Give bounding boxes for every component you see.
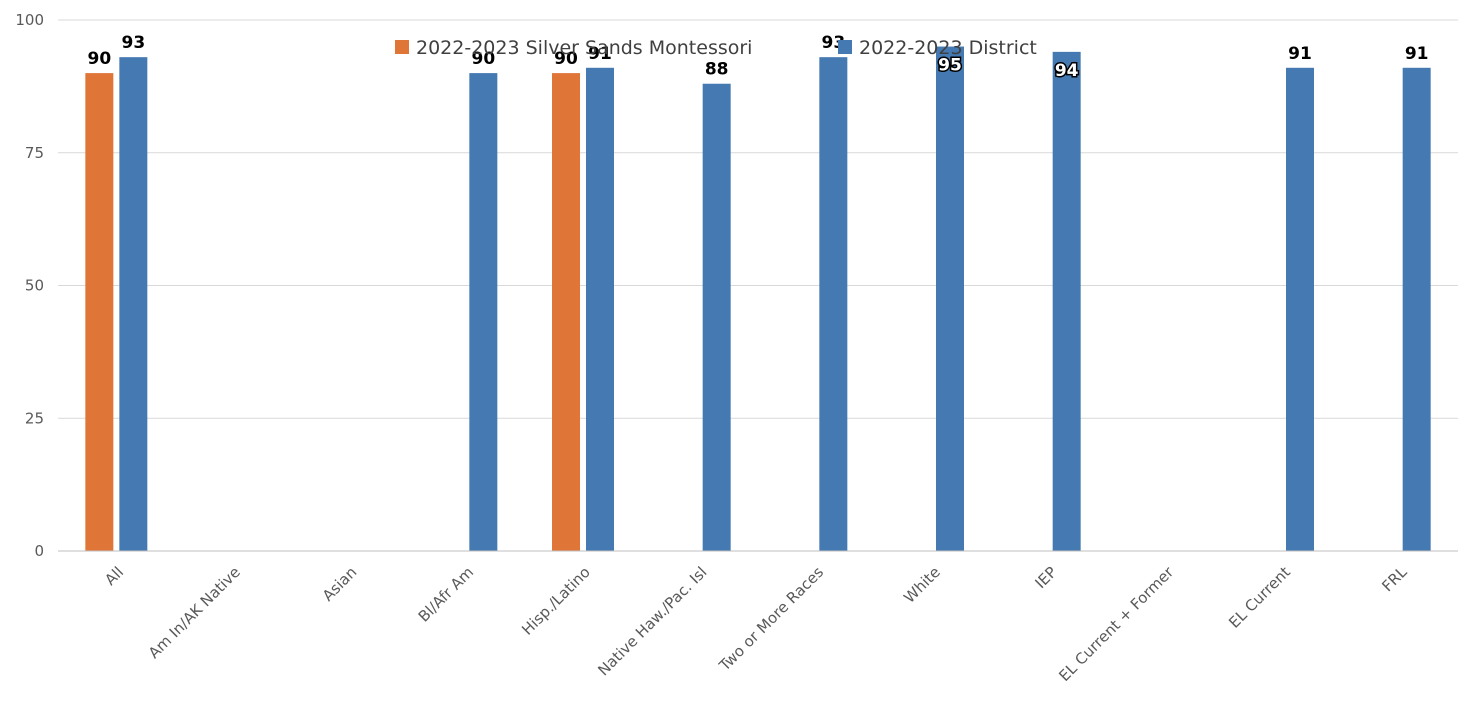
y-tick-label: 100 [15,11,44,29]
legend: 2022-2023 Silver Sands Montessori 2022-20… [395,37,1037,59]
y-tick-label: 50 [25,277,44,295]
data-label: 88 [705,60,729,80]
data-label: 90 [87,49,111,69]
data-label: 91 [1288,44,1312,64]
bar [819,57,848,552]
y-axis-tick-labels: 0 25 50 75 100 [15,11,44,560]
data-label: 95 [938,56,962,76]
y-tick-label: 0 [34,542,44,560]
bar [119,57,148,552]
y-tick-label: 25 [25,409,44,427]
data-label: 90 [471,49,495,69]
x-tick-label: EL Current + Former [1055,563,1177,685]
legend-swatch [838,40,852,54]
legend-swatch [395,40,409,54]
y-tick-label: 75 [25,144,44,162]
bar [552,73,580,551]
x-tick-label: EL Current [1225,563,1294,632]
gridlines [58,19,1458,419]
x-tick-label: Am In/AK Native [145,563,244,662]
bars [85,46,1431,552]
bar [1052,51,1081,552]
x-tick-label: Two or More Races [715,563,827,675]
legend-label: 2022-2023 District [859,37,1037,59]
x-tick-label: FRL [1378,563,1411,596]
x-tick-label: Bl/Afr Am [415,563,477,625]
bar [1286,67,1314,551]
x-tick-label: Asian [319,563,361,605]
data-label: 91 [588,44,612,64]
bar [85,73,114,551]
bar [586,67,614,551]
data-label: 93 [121,33,145,53]
x-tick-label: White [900,563,944,607]
bar [1402,67,1431,551]
bar [936,46,964,552]
x-tick-label: Native Haw./Pac. Isl [594,563,710,679]
x-tick-label: IEP [1032,563,1061,592]
data-label: 91 [1405,44,1429,64]
x-tick-label: All [101,563,127,589]
legend-label: 2022-2023 Silver Sands Montessori [416,37,752,59]
bar [702,83,731,551]
data-label: 94 [1055,61,1079,81]
x-tick-label: Hisp./Latino [518,563,594,639]
data-label: 90 [554,49,578,69]
x-axis-category-labels: All Am In/AK Native Asian Bl/Afr Am Hisp./La… [101,563,1411,685]
bar [469,73,498,551]
